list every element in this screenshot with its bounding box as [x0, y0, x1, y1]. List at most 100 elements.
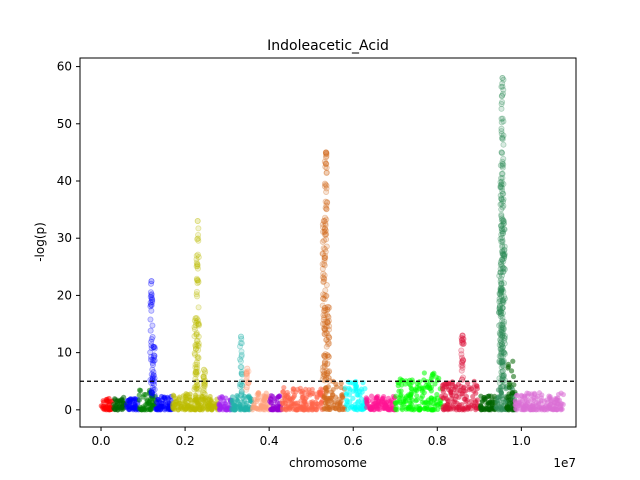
snp-point	[497, 298, 504, 305]
snp-point	[148, 296, 155, 303]
snp-point	[539, 392, 545, 398]
snp-point	[496, 322, 503, 329]
snp-point	[498, 222, 505, 229]
snp-point	[195, 354, 202, 361]
snp-point	[454, 400, 460, 406]
snp-point	[238, 351, 245, 358]
snp-point	[498, 234, 505, 241]
snp-point	[150, 369, 157, 376]
snp-point	[498, 93, 505, 100]
snp-point	[112, 397, 118, 403]
snp-point	[324, 319, 331, 326]
snp-point	[498, 353, 505, 360]
snp-point	[500, 220, 507, 227]
snp-point	[238, 348, 245, 355]
snp-point	[181, 400, 187, 406]
snp-point	[195, 235, 202, 242]
snp-point	[500, 349, 507, 356]
snp-point	[321, 331, 328, 338]
snp-point	[498, 324, 505, 331]
snp-point	[349, 403, 355, 409]
snp-point	[421, 390, 427, 396]
peak-snp-point	[148, 278, 155, 285]
snp-point	[243, 384, 250, 391]
peak-snp-point	[150, 343, 157, 350]
snp-point	[459, 338, 466, 345]
snp-point	[195, 277, 202, 284]
snp-point	[191, 326, 198, 333]
snp-point	[496, 309, 503, 316]
snp-point	[260, 403, 266, 409]
snp-point	[321, 352, 328, 359]
snp-point	[388, 397, 395, 404]
chromosome-segment-17	[392, 376, 424, 413]
snp-point	[442, 406, 448, 412]
x-tick-label: 1.0	[512, 434, 531, 448]
snp-point	[244, 372, 251, 379]
snp-point	[192, 345, 199, 352]
snp-point	[325, 317, 332, 324]
snp-point	[323, 282, 330, 289]
snp-point	[156, 404, 162, 410]
snp-point	[501, 335, 508, 342]
snp-point	[497, 287, 504, 294]
snp-point	[548, 397, 554, 403]
snp-point	[320, 228, 327, 235]
snp-point	[499, 344, 506, 351]
snp-point	[325, 338, 332, 345]
snp-point	[321, 262, 328, 269]
snp-point	[321, 296, 328, 303]
snp-point	[200, 389, 207, 396]
snp-point	[320, 224, 327, 231]
snp-point	[200, 373, 207, 380]
snp-point	[151, 391, 158, 398]
snp-point	[150, 352, 157, 359]
snp-point	[499, 237, 506, 244]
snp-point	[300, 404, 306, 410]
snp-point	[358, 396, 365, 402]
snp-point	[497, 278, 504, 285]
peak-snp-point	[497, 269, 504, 276]
snp-point	[193, 259, 200, 266]
chromosome-segment-12	[279, 384, 326, 413]
snp-point	[505, 393, 512, 399]
snp-point	[499, 134, 506, 141]
snp-point	[459, 356, 466, 363]
snp-point	[350, 395, 356, 401]
snp-point	[500, 288, 507, 295]
snp-point	[323, 368, 330, 375]
snp-point	[104, 396, 110, 402]
snp-point	[376, 405, 382, 412]
snp-point	[498, 206, 505, 213]
snp-point	[499, 263, 506, 270]
snp-point	[281, 384, 287, 391]
snp-point	[294, 400, 301, 406]
snp-point	[194, 384, 201, 391]
snp-point	[193, 256, 200, 263]
snp-point	[321, 321, 328, 328]
snp-point	[243, 374, 250, 381]
snp-point	[193, 288, 200, 295]
snp-point	[497, 346, 504, 353]
snp-point	[499, 163, 506, 170]
snp-point	[488, 393, 494, 399]
snp-point	[499, 160, 506, 167]
snp-point	[217, 402, 224, 408]
snp-point	[149, 356, 156, 363]
snp-point	[499, 360, 506, 367]
snp-point	[319, 265, 326, 272]
snp-point	[499, 242, 506, 249]
snp-point	[194, 251, 201, 258]
snp-point	[320, 245, 327, 252]
snp-point	[498, 359, 505, 366]
snp-point	[554, 407, 560, 413]
snp-point	[237, 392, 244, 399]
snp-point	[193, 365, 200, 372]
snp-point	[497, 321, 504, 328]
snp-point	[193, 364, 200, 371]
chromosome-segment-13	[319, 149, 348, 413]
snp-point	[191, 406, 197, 412]
snp-point	[466, 387, 473, 393]
snp-point	[195, 322, 202, 329]
snp-point	[313, 407, 320, 413]
